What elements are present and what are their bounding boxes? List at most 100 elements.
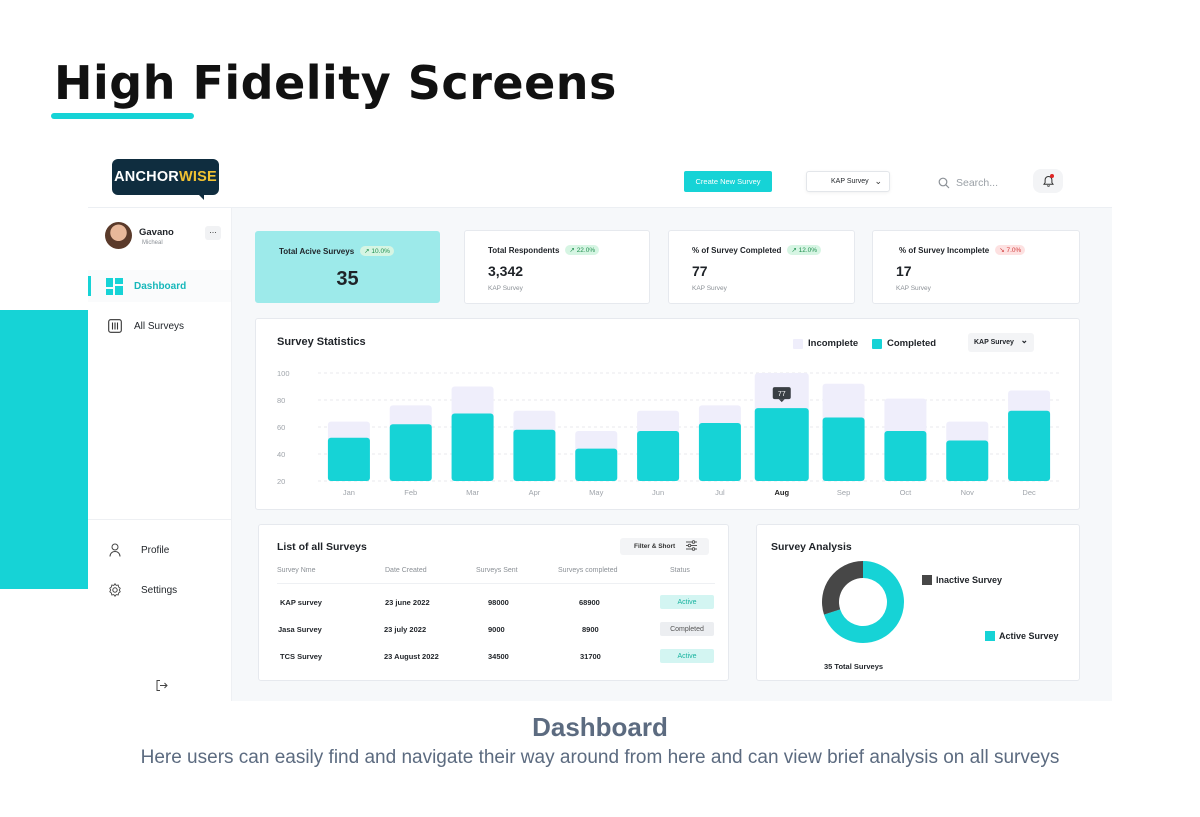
y-tick-label: 60 <box>277 423 285 432</box>
decorative-teal-block <box>0 310 88 589</box>
caption-title: Dashboard <box>532 712 668 742</box>
sidebar-divider <box>88 519 231 520</box>
sidebar-item-label: All Surveys <box>134 320 185 332</box>
logout-icon <box>156 680 168 691</box>
sidebar-item-profile[interactable]: Profile <box>88 534 231 566</box>
legend-label: Completed <box>887 338 937 349</box>
y-tick-label: 20 <box>277 477 285 486</box>
sidebar-item-settings[interactable]: Settings <box>88 574 231 606</box>
surveys-completed: 31700 <box>580 652 601 661</box>
surveys-sent: 34500 <box>488 652 509 661</box>
trend-up-badge: ↗ 22.0% <box>565 245 600 255</box>
logo-text-anchor: ANCHOR <box>114 169 179 185</box>
main-content: Total Acive Surveys ↗ 10.0% 35 Total Resp… <box>232 208 1112 701</box>
logout-button[interactable] <box>155 679 168 697</box>
user-profile[interactable]: Gavano Micheal ... <box>105 222 225 252</box>
dashboard-app: ANCHOR WISE Create New Survey KAP Survey … <box>88 150 1112 701</box>
status-badge: Completed <box>660 622 714 636</box>
column-header[interactable]: Surveys Sent <box>476 567 518 574</box>
survey-date: 23 june 2022 <box>385 598 430 607</box>
survey-date: 23 july 2022 <box>384 625 427 634</box>
stat-title-text: % of Survey Incomplete <box>899 246 990 255</box>
chart-title: Survey Statistics <box>277 336 366 348</box>
stat-card-completed[interactable]: % of Survey Completed ↗ 12.0% 77 KAP Surv… <box>668 230 855 304</box>
notifications-button[interactable] <box>1033 169 1063 193</box>
surveys-completed: 68900 <box>579 598 600 607</box>
x-tick-label: Oct <box>900 488 913 497</box>
sidebar-item-dashboard[interactable]: Dashboard <box>88 270 231 302</box>
column-header[interactable]: Date Created <box>385 567 427 574</box>
user-role: Micheal <box>142 240 163 246</box>
stat-change: 10.0% <box>371 248 390 255</box>
user-menu-button[interactable]: ... <box>205 226 221 240</box>
header-divider <box>277 583 715 584</box>
avatar <box>105 222 132 249</box>
bar-completed <box>754 408 809 481</box>
column-header[interactable]: Surveys completed <box>558 567 618 574</box>
sidebar-item-label: Dashboard <box>134 280 187 292</box>
sidebar-item-label: Profile <box>141 544 170 556</box>
stat-card-subtitle: KAP Survey <box>896 285 931 292</box>
filter-sort-button[interactable]: Filter & Short <box>620 538 709 555</box>
create-survey-button[interactable]: Create New Survey <box>684 171 772 192</box>
legend-label: Inactive Survey <box>936 575 1003 585</box>
stat-card-title: Total Acive Surveys ↗ 10.0% <box>279 246 394 256</box>
survey-select[interactable]: KAP Survey ⌄ <box>806 171 890 192</box>
x-tick-label: Aug <box>774 488 789 497</box>
heading-underline <box>51 113 194 119</box>
search-input[interactable]: Search... <box>956 177 999 189</box>
survey-analysis-card: Survey Analysis Inactive Survey Active S… <box>756 524 1080 681</box>
status-badge: Active <box>660 649 714 663</box>
legend-incomplete[interactable]: Incomplete <box>793 338 858 349</box>
gear-icon <box>106 582 123 599</box>
logo-text-wise: WISE <box>178 169 217 185</box>
survey-statistics-chart: 20 40 60 80 100 Jan Feb Mar Apr May Jun Jul Aug 77 Sep… <box>277 369 1060 497</box>
stat-title-text: Total Respondents <box>488 246 560 255</box>
y-tick-label: 40 <box>277 450 285 459</box>
list-title: List of all Surveys <box>277 541 367 553</box>
legend-completed[interactable]: Completed <box>872 338 936 349</box>
x-tick-label: Jan <box>343 488 355 497</box>
bar-completed <box>1008 410 1051 481</box>
survey-donut-chart <box>822 561 904 643</box>
column-header[interactable]: Survey Nme <box>277 567 316 574</box>
search-box[interactable]: Search... <box>938 174 1018 192</box>
sidebar-item-all-surveys[interactable]: All Surveys <box>88 310 231 342</box>
stat-card-title: Total Respondents ↗ 22.0% <box>488 245 600 255</box>
tooltip-arrow <box>778 399 785 403</box>
bar-completed <box>327 437 370 481</box>
x-tick-label: Mar <box>466 488 479 497</box>
surveys-sent: 9000 <box>488 625 505 634</box>
tooltip-box <box>772 387 791 400</box>
donut-segment-active <box>824 561 904 643</box>
stat-change: 22.0% <box>576 247 596 254</box>
legend-active-survey: Active Survey <box>985 631 1059 641</box>
x-tick-label: Nov <box>961 488 975 497</box>
column-header[interactable]: Status <box>670 567 690 574</box>
survey-select-value: KAP Survey <box>831 178 869 185</box>
stat-change: 12.0% <box>798 247 818 254</box>
sidebar: Gavano Micheal ... Dashboard All Surveys… <box>88 208 232 701</box>
stat-card-value: 35 <box>336 268 359 290</box>
stat-card-respondents[interactable]: Total Respondents ↗ 22.0% 3,342 KAP Surve… <box>464 230 650 304</box>
page-heading: High Fidelity Screens <box>54 56 617 110</box>
bar-completed <box>451 413 494 481</box>
stat-card-value: 17 <box>896 263 912 279</box>
survey-list-card: List of all Surveys Filter & Short Surve… <box>258 524 729 681</box>
x-tick-label: Jul <box>715 488 725 497</box>
user-icon <box>106 542 123 559</box>
legend-swatch <box>922 575 932 585</box>
bar-completed <box>575 448 618 481</box>
stat-card-incomplete[interactable]: % of Survey Incomplete ↘ 7.0% 17 KAP Surv… <box>872 230 1080 304</box>
survey-name: KAP survey <box>280 598 322 607</box>
stat-card-value: 3,342 <box>488 263 524 279</box>
bar-completed <box>822 417 865 481</box>
chart-survey-select[interactable]: KAP Survey ⌄ <box>968 333 1034 352</box>
anchorwise-logo[interactable]: ANCHOR WISE <box>112 159 219 195</box>
stat-card-active-surveys[interactable]: Total Acive Surveys ↗ 10.0% 35 <box>255 231 440 303</box>
survey-statistics-card: Survey Statistics Incomplete Completed K… <box>255 318 1080 510</box>
legend-label: Active Survey <box>999 631 1059 641</box>
stat-card-title: % of Survey Incomplete ↘ 7.0% <box>899 245 1026 255</box>
bar-completed <box>637 431 680 481</box>
x-tick-label: Apr <box>529 488 541 497</box>
